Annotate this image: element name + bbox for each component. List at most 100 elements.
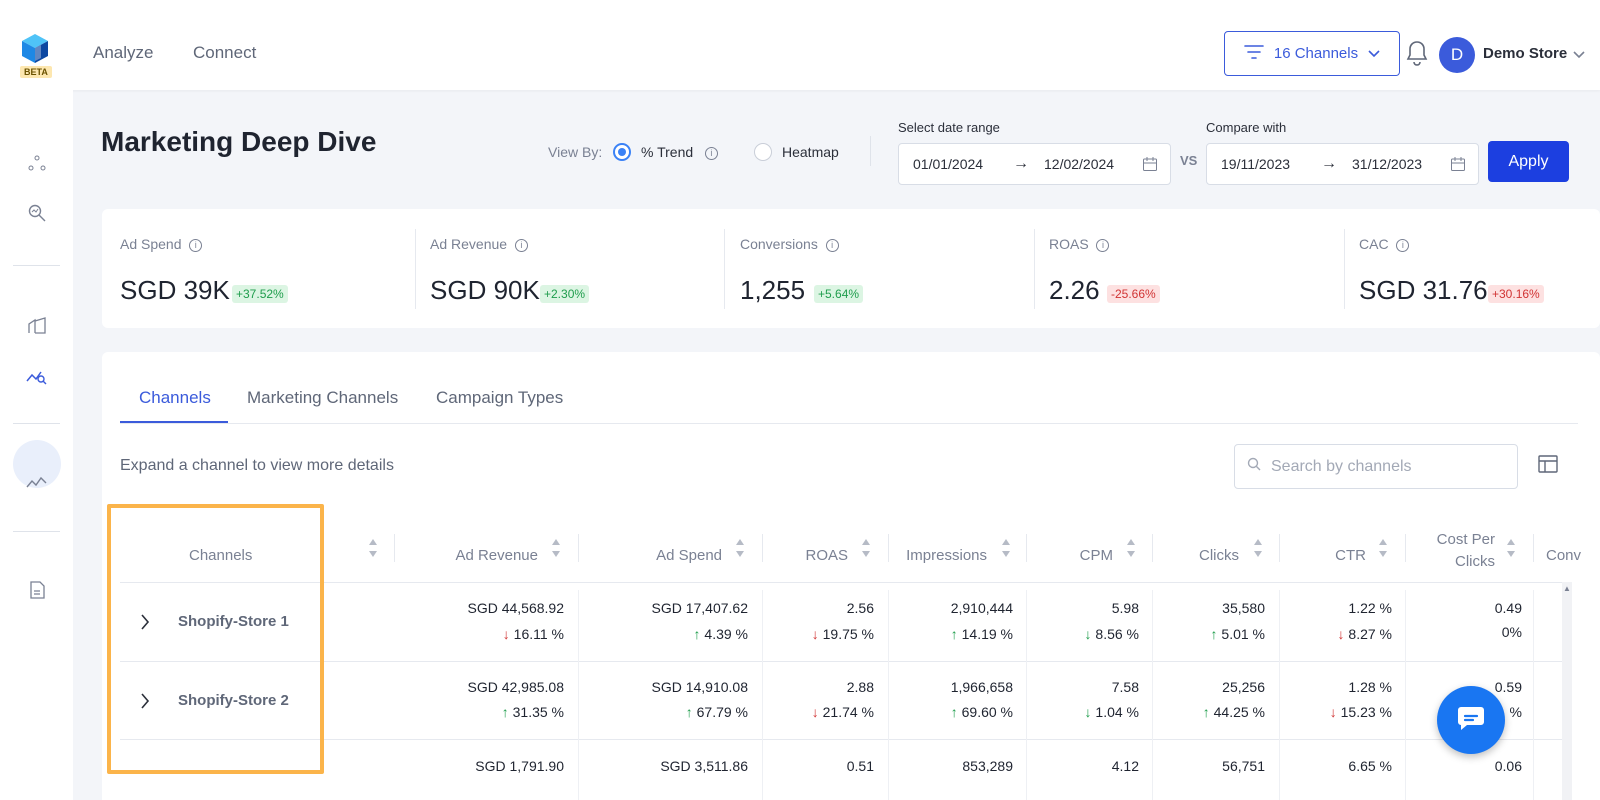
cell-ad-revenue-change: ↓ 16.11 % xyxy=(502,626,564,642)
sort-icon[interactable] xyxy=(735,537,745,559)
nodes-icon[interactable] xyxy=(26,152,48,174)
cell-roas: 2.56 xyxy=(846,600,874,616)
compare-to[interactable]: 31/12/2023 xyxy=(1352,156,1423,172)
filter-icon xyxy=(1244,44,1264,63)
tab-campaign-types[interactable]: Campaign Types xyxy=(436,388,564,407)
arrow-up-icon: ↑ xyxy=(685,704,693,720)
col-header-roas[interactable]: ROAS xyxy=(805,547,848,564)
sort-icon[interactable] xyxy=(1001,537,1011,559)
sort-icon[interactable] xyxy=(1506,537,1516,559)
view-trend-label[interactable]: % Trend i xyxy=(641,144,718,160)
kpi-value: SGD 90K xyxy=(430,275,540,305)
arrow-down-icon: ↓ xyxy=(1329,704,1337,720)
col-header-ad-revenue[interactable]: Ad Revenue xyxy=(455,547,538,564)
sort-icon[interactable] xyxy=(1378,537,1388,559)
chat-button[interactable] xyxy=(1437,686,1505,754)
compare-range-picker[interactable]: 19/11/2023 → 31/12/2023 xyxy=(1206,143,1479,185)
search-input[interactable] xyxy=(1271,457,1501,476)
info-icon[interactable]: i xyxy=(825,238,839,252)
col-divider xyxy=(578,534,579,562)
chevron-down-icon[interactable] xyxy=(1573,46,1585,64)
col-divider xyxy=(1533,534,1534,562)
chevron-right-icon[interactable] xyxy=(140,614,150,630)
col-header-clicks[interactable]: Clicks xyxy=(1199,547,1239,564)
kpi-label: Conversions i xyxy=(740,236,839,252)
scroll-up-icon[interactable]: ▲ xyxy=(1563,584,1571,593)
nav-connect[interactable]: Connect xyxy=(193,43,257,62)
expand-hint: Expand a channel to view more details xyxy=(120,457,394,474)
info-icon[interactable]: i xyxy=(1096,238,1110,252)
col-header-ad-spend[interactable]: Ad Spend xyxy=(656,547,722,564)
channel-name[interactable]: Shopify-Store 2 xyxy=(178,692,289,709)
nav-analyze[interactable]: Analyze xyxy=(93,43,154,62)
cell-roas: 0.51 xyxy=(846,758,874,774)
arrow-down-icon: ↓ xyxy=(1084,704,1092,720)
trend-icon[interactable] xyxy=(26,471,48,493)
channels-filter-button[interactable]: 16 Channels xyxy=(1224,31,1400,76)
arrow-up-icon: ↑ xyxy=(950,626,958,642)
kpi-roas: ROAS i 2.26 -25.66% xyxy=(1049,209,1339,328)
date-to[interactable]: 12/02/2024 xyxy=(1044,156,1115,172)
sort-icon[interactable] xyxy=(1253,537,1263,559)
columns-icon[interactable] xyxy=(1538,455,1558,478)
store-name[interactable]: Demo Store xyxy=(1483,45,1568,62)
channel-name[interactable]: Shopify-Store 1 xyxy=(178,613,289,630)
sort-icon[interactable] xyxy=(551,537,561,559)
cell-ad-spend: SGD 17,407.62 xyxy=(651,600,748,616)
search-insight-icon[interactable] xyxy=(26,202,48,224)
compare-arrow: → xyxy=(1321,155,1337,172)
kpi-value: SGD 39K xyxy=(120,275,230,305)
sort-icon[interactable] xyxy=(861,537,871,559)
channel-search[interactable] xyxy=(1234,444,1518,489)
col-header-conversions[interactable]: Conv xyxy=(1546,547,1582,564)
info-icon[interactable]: i xyxy=(514,238,528,252)
sidebar xyxy=(0,90,73,800)
cell-cpm-change: ↓ 1.04 % xyxy=(1084,704,1139,720)
view-trend-radio[interactable] xyxy=(613,143,631,161)
view-by-label: View By: xyxy=(548,144,603,160)
tab-marketing-channels[interactable]: Marketing Channels xyxy=(247,388,399,407)
date-range-picker[interactable]: 01/01/2024 → 12/02/2024 xyxy=(898,143,1171,185)
page-title: Marketing Deep Dive xyxy=(101,126,377,157)
cell-clicks-change: ↑ 44.25 % xyxy=(1202,704,1265,720)
kpi-label: CAC i xyxy=(1359,236,1410,252)
date-range-label: Select date range xyxy=(898,120,1000,135)
arrow-down-icon: ↓ xyxy=(502,626,510,642)
date-from[interactable]: 01/01/2024 xyxy=(913,156,984,172)
kpi-label: ROAS i xyxy=(1049,236,1110,252)
calendar-icon[interactable] xyxy=(1450,156,1466,175)
col-header-cpm[interactable]: CPM xyxy=(1079,547,1113,564)
view-heatmap-radio[interactable] xyxy=(754,143,772,161)
store-icon[interactable] xyxy=(26,314,48,336)
sort-icon[interactable] xyxy=(368,537,378,559)
cell-ad-spend: SGD 14,910.08 xyxy=(651,679,748,695)
view-heatmap-label[interactable]: Heatmap xyxy=(782,144,839,160)
cell-clicks: 56,751 xyxy=(1222,758,1265,774)
cell-ctr-change: ↓ 8.27 % xyxy=(1337,626,1392,642)
col-header-ctr[interactable]: CTR xyxy=(1335,547,1366,564)
chevron-right-icon[interactable] xyxy=(140,693,150,709)
bell-icon[interactable] xyxy=(1406,40,1428,71)
cell-clicks: 35,580 xyxy=(1222,600,1265,616)
col-header-cost-per-clicks[interactable]: Cost Per Clicks xyxy=(1436,531,1495,570)
kpi-value: 1,255 xyxy=(740,275,806,305)
apply-button[interactable]: Apply xyxy=(1488,141,1569,182)
report-icon[interactable] xyxy=(26,579,48,601)
avatar[interactable]: D xyxy=(1439,37,1475,73)
table-scrollbar[interactable] xyxy=(1562,582,1572,800)
sort-icon[interactable] xyxy=(1126,537,1136,559)
info-icon[interactable]: i xyxy=(189,238,203,252)
info-icon[interactable]: i xyxy=(1396,238,1410,252)
app-logo[interactable] xyxy=(18,32,54,78)
calendar-icon[interactable] xyxy=(1142,156,1158,175)
deep-dive-icon[interactable] xyxy=(26,365,48,387)
cell-ad-revenue: SGD 1,791.90 xyxy=(475,758,564,774)
compare-from[interactable]: 19/11/2023 xyxy=(1221,156,1291,172)
channels-filter-label: 16 Channels xyxy=(1273,45,1359,62)
col-header-channels[interactable]: Channels xyxy=(189,547,253,564)
tab-channels[interactable]: Channels xyxy=(139,388,211,407)
info-icon[interactable]: i xyxy=(704,146,718,160)
col-divider xyxy=(1279,534,1280,562)
sidebar-divider xyxy=(13,531,60,532)
col-header-impressions[interactable]: Impressions xyxy=(906,547,987,564)
